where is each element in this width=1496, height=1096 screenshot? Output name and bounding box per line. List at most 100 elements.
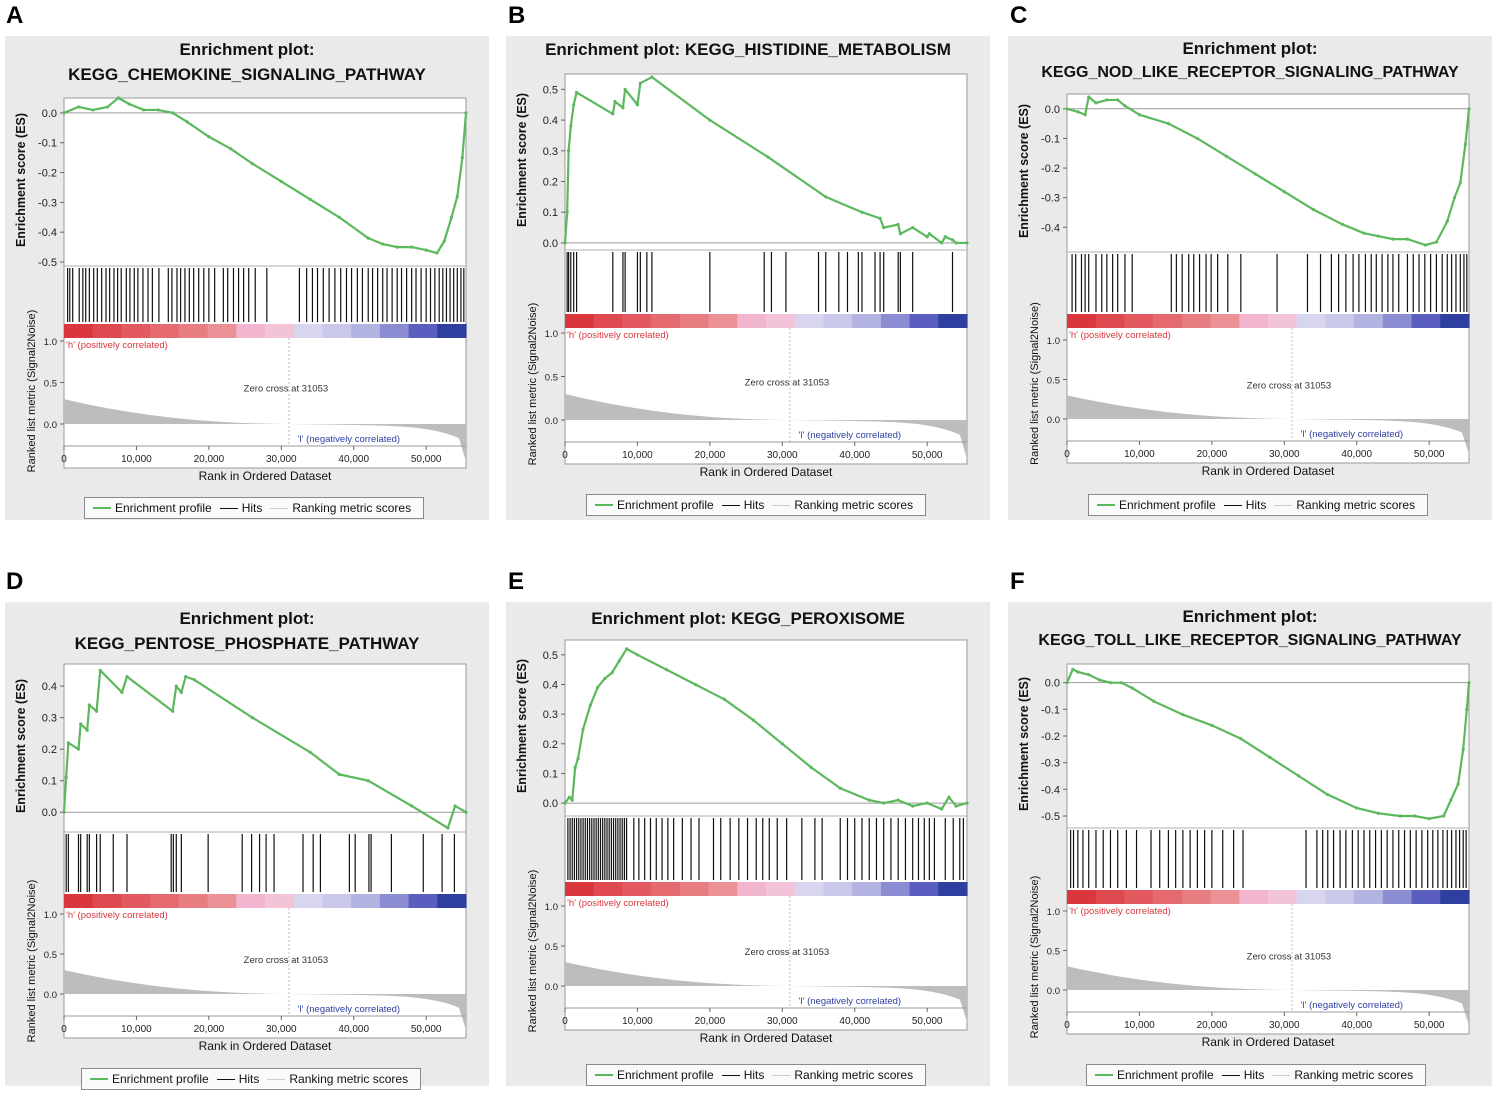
- panel-title-line2: KEGG_PENTOSE_PHOSPHATE_PATHWAY: [74, 634, 420, 653]
- legend-ranking-label: Ranking metric scores: [1296, 498, 1416, 512]
- enrichment-point: [878, 216, 882, 220]
- x-tick-label: 40,000: [338, 454, 369, 465]
- legend-ranking-swatch: [270, 507, 289, 509]
- x-axis-label: Rank in Ordered Dataset: [199, 1039, 332, 1053]
- x-tick-label: 10,000: [121, 454, 152, 465]
- legend-profile: Enrichment profile: [91, 501, 212, 515]
- metric-y-tick-label: 1.0: [1047, 336, 1060, 347]
- negative-correlation-label: 'l' (negatively correlated): [298, 1004, 400, 1015]
- ranking-color-segment: [150, 324, 180, 338]
- ranking-color-segment: [651, 882, 681, 896]
- ranking-color-segment: [622, 882, 652, 896]
- es-y-tick-label: 0.3: [543, 709, 558, 721]
- enrichment-point: [87, 703, 91, 707]
- legend-ranking-label: Ranking metric scores: [1294, 1068, 1414, 1082]
- enrichment-point: [572, 103, 576, 107]
- x-tick-label: 20,000: [194, 1024, 225, 1035]
- enrichment-point: [250, 716, 254, 720]
- legend-profile-label: Enrichment profile: [617, 498, 714, 512]
- es-y-tick-label: 0.1: [543, 207, 558, 219]
- metric-y-tick-label: 1.0: [1047, 907, 1060, 918]
- enrichment-profile-points: [62, 96, 468, 255]
- ranking-color-segment: [437, 324, 467, 338]
- x-tick-label: 40,000: [1341, 1020, 1372, 1031]
- x-tick-label: 30,000: [767, 450, 798, 461]
- metric-axis-label: Ranked list metric (Signal2Noise): [527, 303, 539, 466]
- legend-hits-swatch: [721, 504, 740, 506]
- ranking-color-segment: [938, 314, 968, 328]
- x-tick-label: 0: [1064, 449, 1070, 460]
- ranking-color-segment: [236, 894, 266, 908]
- panel-label-f: F: [1010, 568, 1025, 595]
- metric-y-tick-label: 1.0: [44, 337, 57, 348]
- x-tick-label: 50,000: [1414, 1020, 1445, 1031]
- panel-title-line1: Enrichment plot: KEGG_HISTIDINE_METABOLI…: [545, 40, 951, 59]
- es-y-tick-label: 0.5: [543, 650, 558, 662]
- ranking-color-segment: [737, 882, 767, 896]
- metric-y-tick-label: 1.0: [545, 902, 558, 913]
- enrichment-point: [925, 235, 929, 239]
- enrichment-point: [1427, 817, 1431, 821]
- ranking-color-segment: [1268, 314, 1298, 328]
- ranking-color-segment: [1382, 890, 1413, 904]
- enrichment-point: [570, 798, 574, 802]
- x-tick-label: 40,000: [338, 1024, 369, 1035]
- ranking-color-segment: [351, 894, 381, 908]
- enrichment-point: [940, 807, 944, 811]
- metric-y-tick-label: 0.5: [545, 942, 558, 953]
- ranking-color-segment: [823, 314, 853, 328]
- ranking-color-segment: [322, 894, 352, 908]
- enrichment-panel-c: Enrichment plot: KEGG_NOD_LIKE_RECEPTOR_…: [1008, 36, 1492, 520]
- negative-correlation-label: 'l' (negatively correlated): [1301, 429, 1403, 440]
- metric-axis-label: Ranked list metric (Signal2Noise): [1029, 876, 1041, 1039]
- ranking-metric-negative: [789, 420, 967, 460]
- x-tick-label: 20,000: [194, 454, 225, 465]
- chart-legend: Enrichment profile Hits Ranking metric s…: [586, 494, 927, 516]
- enrichment-point: [1391, 237, 1395, 241]
- enrichment-point: [693, 682, 697, 687]
- enrichment-point: [446, 826, 450, 830]
- ranking-color-segment: [1124, 314, 1154, 328]
- metric-y-tick-label: 0.0: [1047, 986, 1060, 997]
- ranking-color-segment: [1440, 314, 1470, 328]
- es-axis-label: Enrichment score (ES): [515, 659, 529, 793]
- legend-ranking: Ranking metric scores: [265, 1072, 408, 1086]
- enrichment-point: [621, 106, 625, 110]
- ranking-color-segment: [1239, 314, 1269, 328]
- ranking-color-segment: [679, 314, 710, 328]
- ranking-color-segment: [379, 324, 410, 338]
- legend-ranking: Ranking metric scores: [770, 498, 913, 512]
- enrichment-point: [1461, 747, 1465, 751]
- legend-hits: Hits: [1222, 498, 1266, 512]
- es-y-tick-label: 0.4: [543, 115, 558, 127]
- enrichment-point: [76, 105, 81, 109]
- ranking-color-segment: [64, 324, 94, 338]
- ranking-metric-negative: [1291, 990, 1469, 1026]
- enrichment-point: [722, 697, 726, 701]
- enrichment-point: [455, 194, 459, 198]
- enrichment-point: [611, 112, 615, 116]
- enrichment-point: [279, 179, 283, 184]
- ranking-color-segment: [1153, 890, 1183, 904]
- enrichment-point: [896, 222, 900, 227]
- x-tick-label: 10,000: [1124, 1020, 1155, 1031]
- x-axis-label: Rank in Ordered Dataset: [700, 465, 833, 479]
- zero-cross-label: Zero cross at 31053: [745, 947, 830, 958]
- es-y-tick-label: 0.1: [543, 768, 558, 780]
- legend-hits-label: Hits: [743, 1068, 765, 1082]
- enrichment-point: [635, 103, 640, 107]
- enrichment-profile-line: [62, 669, 467, 830]
- metric-y-tick-label: 0.0: [545, 982, 558, 993]
- ranking-color-segment: [1095, 314, 1126, 328]
- es-y-tick-label: -0.5: [38, 257, 57, 269]
- enrichment-point: [62, 111, 66, 115]
- legend-hits-label: Hits: [241, 501, 263, 515]
- enrichment-point: [638, 81, 642, 85]
- ranking-color-segment: [1354, 890, 1384, 904]
- metric-y-tick-label: 0.0: [44, 990, 57, 1001]
- x-tick-label: 20,000: [695, 450, 726, 461]
- legend-profile-label: Enrichment profile: [1117, 1068, 1214, 1082]
- enrichment-point: [927, 232, 931, 236]
- enrichment-point: [1442, 814, 1446, 818]
- x-tick-label: 40,000: [839, 450, 870, 461]
